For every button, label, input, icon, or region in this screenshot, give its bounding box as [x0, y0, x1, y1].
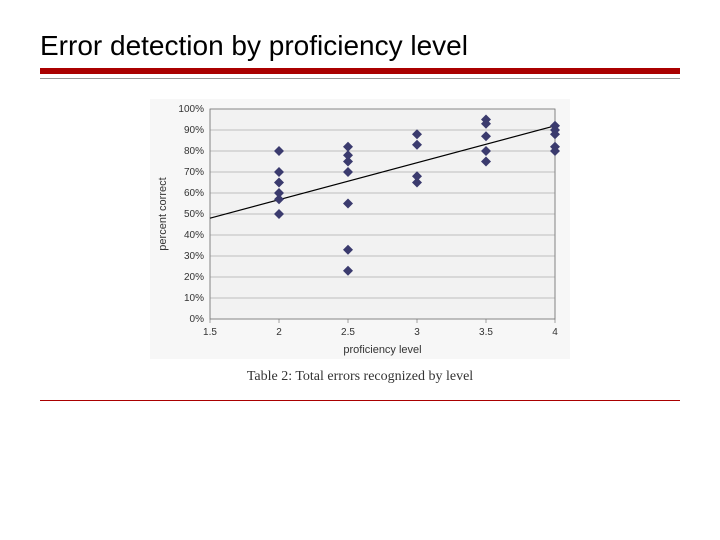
- slide-title: Error detection by proficiency level: [40, 30, 680, 62]
- title-underline: [40, 68, 680, 74]
- scatter-chart: 0% 10% 20% 30% 40% 50% 60% 70% 80% 90% 100% 1.5 2 2.5…: [150, 99, 570, 359]
- bottom-rule: [40, 400, 680, 401]
- chart-caption: Table 2: Total errors recognized by leve…: [130, 369, 590, 385]
- svg-text:80%: 80%: [184, 146, 204, 157]
- svg-text:2.5: 2.5: [341, 327, 355, 338]
- svg-text:percent correct: percent correct: [157, 177, 169, 250]
- svg-text:1.5: 1.5: [203, 327, 217, 338]
- svg-text:40%: 40%: [184, 230, 204, 241]
- svg-text:50%: 50%: [184, 209, 204, 220]
- svg-text:60%: 60%: [184, 188, 204, 199]
- title-underline-thin: [40, 78, 680, 79]
- svg-text:90%: 90%: [184, 125, 204, 136]
- svg-text:0%: 0%: [190, 314, 205, 325]
- svg-text:4: 4: [552, 327, 558, 338]
- svg-text:proficiency level: proficiency level: [343, 344, 421, 356]
- svg-text:10%: 10%: [184, 293, 204, 304]
- svg-text:3.5: 3.5: [479, 327, 493, 338]
- svg-text:30%: 30%: [184, 251, 204, 262]
- slide: Error detection by proficiency level 0% 1…: [0, 0, 720, 540]
- svg-text:70%: 70%: [184, 167, 204, 178]
- svg-text:100%: 100%: [178, 104, 204, 115]
- svg-text:2: 2: [276, 327, 282, 338]
- svg-text:20%: 20%: [184, 272, 204, 283]
- svg-text:3: 3: [414, 327, 420, 338]
- chart-container: 0% 10% 20% 30% 40% 50% 60% 70% 80% 90% 100% 1.5 2 2.5…: [130, 99, 590, 385]
